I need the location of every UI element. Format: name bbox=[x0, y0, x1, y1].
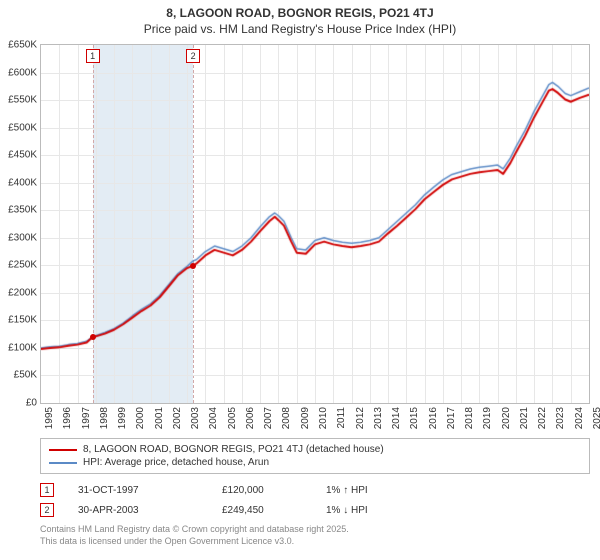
x-axis-label: 2004 bbox=[208, 407, 219, 429]
legend-box: 8, LAGOON ROAD, BOGNOR REGIS, PO21 4TJ (… bbox=[40, 438, 590, 474]
y-axis-label: £600K bbox=[8, 67, 37, 78]
x-axis-label: 2014 bbox=[391, 407, 402, 429]
x-axis-label: 2018 bbox=[464, 407, 475, 429]
transaction-price: £120,000 bbox=[222, 485, 302, 496]
x-axis-label: 2002 bbox=[172, 407, 183, 429]
x-axis-label: 2021 bbox=[519, 407, 530, 429]
x-axis-label: 1996 bbox=[62, 407, 73, 429]
y-axis-label: £200K bbox=[8, 287, 37, 298]
chart-subtitle: Price paid vs. HM Land Registry's House … bbox=[0, 20, 600, 40]
x-axis-label: 1995 bbox=[44, 407, 55, 429]
y-axis-label: £650K bbox=[8, 40, 37, 51]
x-axis-label: 2006 bbox=[245, 407, 256, 429]
x-axis-label: 1999 bbox=[117, 407, 128, 429]
transaction-hpi: 1% ↓ HPI bbox=[326, 505, 426, 516]
transaction-callout: 2 bbox=[40, 503, 54, 517]
transaction-callout: 1 bbox=[40, 483, 54, 497]
y-axis-label: £350K bbox=[8, 205, 37, 216]
transaction-price: £249,450 bbox=[222, 505, 302, 516]
transaction-row: 1 31-OCT-1997 £120,000 1% ↑ HPI bbox=[40, 480, 590, 500]
footer-line-2: This data is licensed under the Open Gov… bbox=[40, 536, 590, 548]
y-axis-label: £0 bbox=[26, 398, 37, 409]
footer-line-1: Contains HM Land Registry data © Crown c… bbox=[40, 524, 590, 536]
legend-item: HPI: Average price, detached house, Arun bbox=[49, 456, 581, 469]
x-axis-label: 2012 bbox=[355, 407, 366, 429]
x-axis-label: 2019 bbox=[482, 407, 493, 429]
legend-swatch bbox=[49, 462, 77, 464]
chart-plot-area: £0£50K£100K£150K£200K£250K£300K£350K£400… bbox=[40, 44, 590, 404]
footer-attribution: Contains HM Land Registry data © Crown c… bbox=[40, 524, 590, 547]
x-axis-label: 2016 bbox=[428, 407, 439, 429]
y-axis-label: £550K bbox=[8, 95, 37, 106]
x-axis-label: 2003 bbox=[190, 407, 201, 429]
price-marker bbox=[90, 334, 96, 340]
x-axis-label: 1997 bbox=[81, 407, 92, 429]
x-axis-label: 2011 bbox=[336, 407, 347, 429]
legend-item: 8, LAGOON ROAD, BOGNOR REGIS, PO21 4TJ (… bbox=[49, 443, 581, 456]
y-axis-label: £500K bbox=[8, 122, 37, 133]
x-axis-label: 2015 bbox=[409, 407, 420, 429]
chart-title: 8, LAGOON ROAD, BOGNOR REGIS, PO21 4TJ bbox=[0, 0, 600, 20]
x-axis-label: 2000 bbox=[135, 407, 146, 429]
transaction-table: 1 31-OCT-1997 £120,000 1% ↑ HPI 2 30-APR-2003… bbox=[40, 480, 590, 520]
y-axis-label: £450K bbox=[8, 150, 37, 161]
y-axis-label: £400K bbox=[8, 177, 37, 188]
legend-and-footer: 8, LAGOON ROAD, BOGNOR REGIS, PO21 4TJ (… bbox=[40, 438, 590, 547]
x-axis-label: 2020 bbox=[501, 407, 512, 429]
x-axis-label: 2022 bbox=[537, 407, 548, 429]
x-axis-label: 2025 bbox=[592, 407, 600, 429]
y-axis-label: £250K bbox=[8, 260, 37, 271]
y-axis-label: £100K bbox=[8, 342, 37, 353]
x-axis-label: 2013 bbox=[373, 407, 384, 429]
x-axis-label: 2024 bbox=[574, 407, 585, 429]
x-axis-label: 2010 bbox=[318, 407, 329, 429]
y-axis-label: £150K bbox=[8, 315, 37, 326]
price-marker bbox=[190, 263, 196, 269]
legend-swatch bbox=[49, 449, 77, 451]
x-axis-label: 1998 bbox=[99, 407, 110, 429]
y-axis-label: £300K bbox=[8, 232, 37, 243]
callout-box: 2 bbox=[186, 49, 200, 63]
legend-label: HPI: Average price, detached house, Arun bbox=[83, 457, 269, 468]
x-axis-label: 2008 bbox=[281, 407, 292, 429]
transaction-date: 30-APR-2003 bbox=[78, 505, 198, 516]
x-axis-label: 2007 bbox=[263, 407, 274, 429]
legend-label: 8, LAGOON ROAD, BOGNOR REGIS, PO21 4TJ (… bbox=[83, 444, 384, 455]
x-axis-label: 2005 bbox=[227, 407, 238, 429]
series-line bbox=[41, 45, 589, 403]
transaction-hpi: 1% ↑ HPI bbox=[326, 485, 426, 496]
transaction-date: 31-OCT-1997 bbox=[78, 485, 198, 496]
y-axis-label: £50K bbox=[14, 370, 37, 381]
x-axis-label: 2023 bbox=[555, 407, 566, 429]
x-axis-label: 2017 bbox=[446, 407, 457, 429]
callout-box: 1 bbox=[86, 49, 100, 63]
x-axis-label: 2001 bbox=[154, 407, 165, 429]
transaction-row: 2 30-APR-2003 £249,450 1% ↓ HPI bbox=[40, 500, 590, 520]
x-axis-label: 2009 bbox=[300, 407, 311, 429]
